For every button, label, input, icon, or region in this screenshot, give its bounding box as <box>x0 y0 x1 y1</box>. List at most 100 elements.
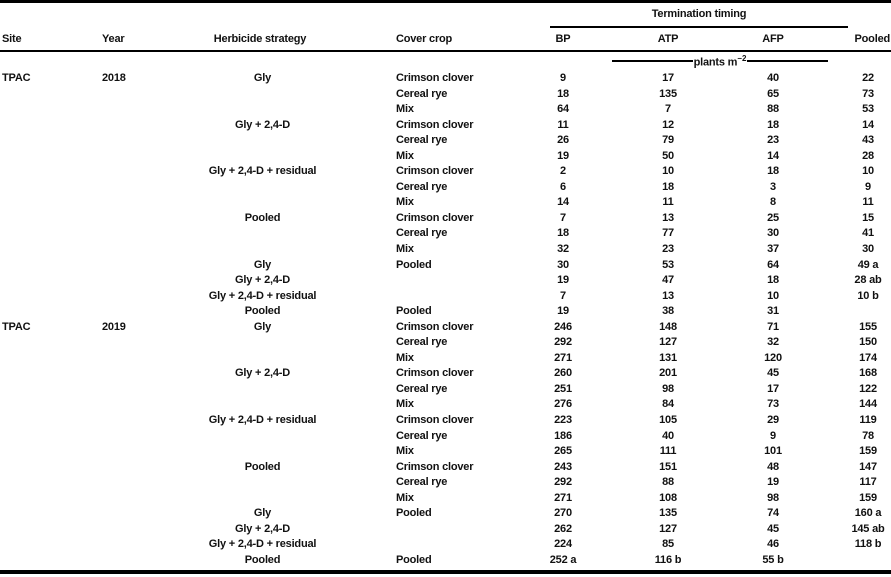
cell-site <box>0 460 100 476</box>
cell-bp: 276 <box>554 398 572 411</box>
cell-herb <box>175 226 350 242</box>
cell-year <box>100 491 175 507</box>
cell-pooled: 168 <box>859 367 877 380</box>
header-rule <box>0 50 891 52</box>
cell-pooled: 122 <box>859 382 877 395</box>
cell-cover: Crimson clover <box>396 460 474 473</box>
cell-atp: 127 <box>659 336 677 349</box>
cell-cover: Mix <box>396 398 414 411</box>
cell-site <box>0 413 100 429</box>
cell-atp: 131 <box>659 351 677 364</box>
cell-pooled: 119 <box>859 414 877 427</box>
cell-bp: 265 <box>554 445 572 458</box>
cell-cover: Crimson clover <box>396 320 474 333</box>
cell-pooled: 159 <box>859 491 877 504</box>
cell-bp: 252 a <box>549 553 577 566</box>
cell-afp: 32 <box>767 336 779 349</box>
cell-bp: 6 <box>560 180 566 193</box>
column-header-site: Site <box>2 33 22 45</box>
table-top-rule <box>0 0 891 3</box>
cell-afp: 25 <box>767 211 779 224</box>
cell-herb: Gly + 2,4-D + residual <box>208 289 317 302</box>
cell-atp: 50 <box>662 149 674 162</box>
cell-pooled: 41 <box>862 227 874 240</box>
cell-bp: 224 <box>554 538 572 551</box>
table-row: Gly + 2,4-D 19 47 18 28 ab <box>0 273 891 289</box>
cell-site <box>0 289 100 305</box>
cell-site <box>0 164 100 180</box>
cell-year <box>100 506 175 522</box>
cell-bp: 7 <box>560 211 566 224</box>
cell-afp: 88 <box>767 103 779 116</box>
cell-herb <box>175 195 350 211</box>
cell-year <box>100 211 175 227</box>
cell-cover: Cereal rye <box>396 134 448 147</box>
cell-site <box>0 444 100 460</box>
cell-pooled: 28 ab <box>854 274 882 287</box>
column-header-bp: BP <box>555 33 571 45</box>
cell-afp: 18 <box>767 118 779 131</box>
cell-bp: 14 <box>557 196 569 209</box>
cell-pooled: 49 a <box>857 258 879 271</box>
cell-bp: 9 <box>560 72 566 84</box>
cell-year <box>100 335 175 351</box>
cell-year <box>100 118 175 134</box>
cell-herb: Gly + 2,4-D <box>235 274 290 287</box>
cell-year <box>100 273 175 289</box>
cell-atp: 17 <box>662 72 674 84</box>
cell-bp: 30 <box>557 258 569 271</box>
cell-bp: 19 <box>557 305 569 318</box>
cell-cover: Mix <box>396 445 414 458</box>
cell-site <box>0 351 100 367</box>
cell-site <box>0 506 100 522</box>
cell-atp: 135 <box>659 87 677 100</box>
cell-atp: 135 <box>659 507 677 520</box>
cell-afp: 46 <box>767 538 779 551</box>
cell-year <box>100 397 175 413</box>
cell-afp: 10 <box>767 289 779 302</box>
spanner-rule <box>550 26 848 28</box>
cell-afp: 45 <box>767 367 779 380</box>
cell-pooled: 155 <box>859 320 877 333</box>
cell-atp: 10 <box>662 165 674 178</box>
cell-year <box>100 413 175 429</box>
table-row: Cereal rye 18 135 65 73 <box>0 87 891 103</box>
cell-atp: 148 <box>659 320 677 333</box>
cell-herb <box>175 444 350 460</box>
cell-pooled: 117 <box>859 476 877 489</box>
cell-cover: Crimson clover <box>396 72 474 84</box>
cell-bp: 19 <box>557 274 569 287</box>
cell-site <box>0 149 100 165</box>
cell-pooled: 147 <box>859 460 877 473</box>
table-row: Cereal rye 6 18 3 9 <box>0 180 891 196</box>
cell-site <box>0 335 100 351</box>
table-row: Gly + 2,4-D + residual Crimson clover 223 1… <box>0 413 891 429</box>
cell-site <box>0 273 100 289</box>
cell-cover: Cereal rye <box>396 87 448 100</box>
cell-pooled: 144 <box>859 398 877 411</box>
cell-herb <box>175 351 350 367</box>
cell-herb: Gly <box>253 258 272 271</box>
table-row: Pooled Pooled 19 38 31 <box>0 304 891 320</box>
cell-pooled <box>811 553 891 569</box>
cell-bp: 26 <box>557 134 569 147</box>
table-row: Cereal rye 186 40 9 78 <box>0 429 891 445</box>
cell-afp: 18 <box>767 165 779 178</box>
cell-year <box>100 258 175 274</box>
cell-site <box>0 366 100 382</box>
cell-afp: 65 <box>767 87 779 100</box>
cell-herb: Gly + 2,4-D <box>235 118 290 131</box>
table-row: Mix 32 23 37 30 <box>0 242 891 258</box>
cell-cover: Mix <box>396 196 414 209</box>
cell-cover <box>350 273 525 289</box>
cell-herb <box>175 382 350 398</box>
cell-herb <box>175 475 350 491</box>
cell-herb <box>175 335 350 351</box>
cell-year <box>100 289 175 305</box>
cell-afp: 73 <box>767 398 779 411</box>
cell-herb <box>175 133 350 149</box>
table-row: TPAC 2019 Gly Crimson clover 246 148 71 155 <box>0 320 891 336</box>
cell-bp: 251 <box>554 382 572 395</box>
cell-cover: Mix <box>396 243 414 256</box>
cell-bp: 262 <box>554 522 572 535</box>
